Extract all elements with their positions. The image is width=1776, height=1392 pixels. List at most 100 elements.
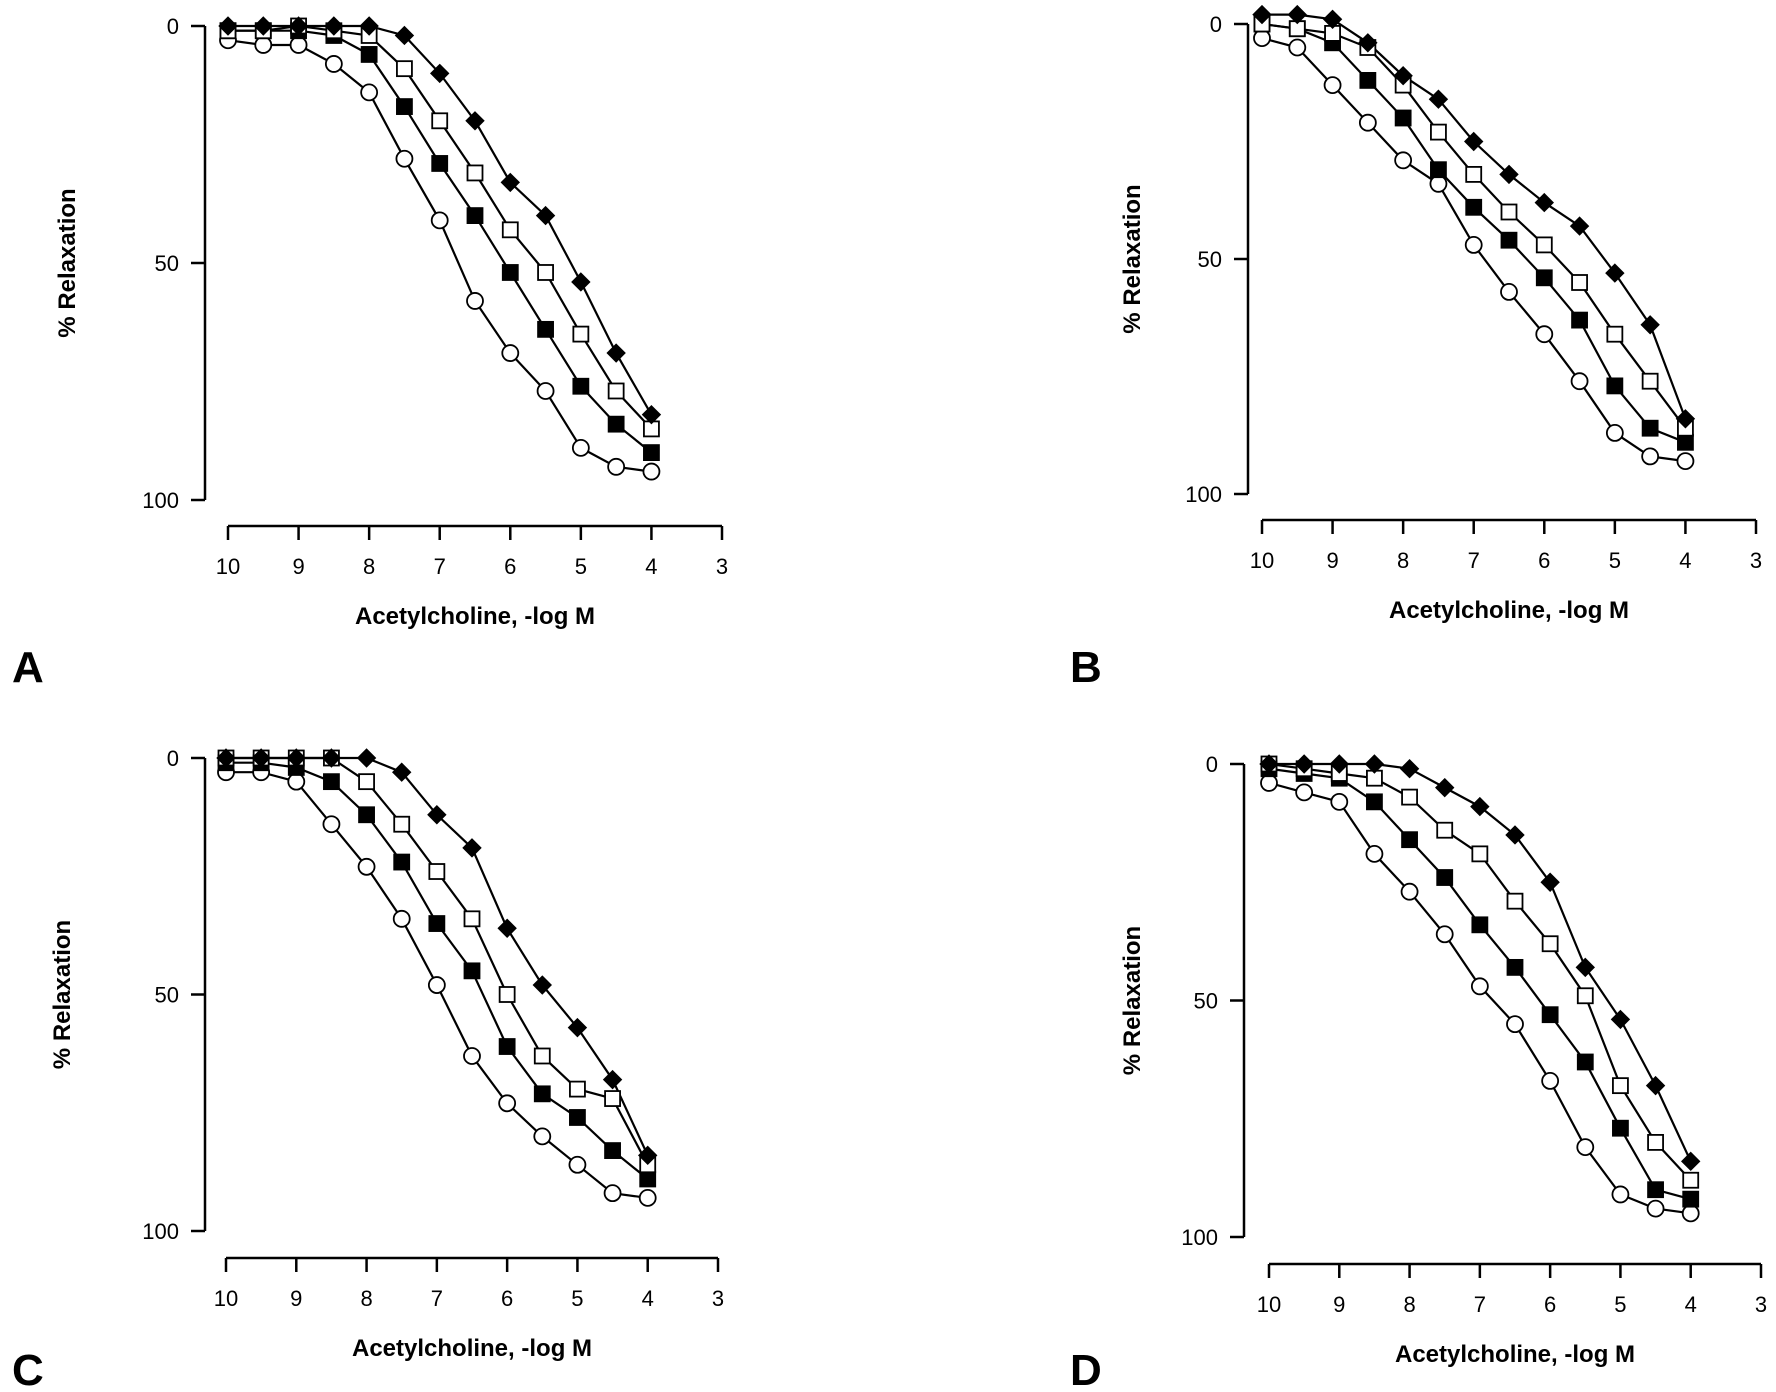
data-point-open-square <box>1576 987 1594 1005</box>
x-tick-label: 4 <box>1685 1292 1697 1317</box>
data-point-open-circle <box>289 36 308 54</box>
data-point-filled-square <box>1576 1053 1594 1071</box>
x-tick-label: 5 <box>575 554 587 579</box>
data-point-open-square <box>396 60 413 78</box>
x-tick-label: 10 <box>214 1286 238 1311</box>
y-tick-label: 50 <box>1194 989 1218 1014</box>
data-point-filled-square <box>569 1109 586 1126</box>
data-point-open-circle <box>1681 1204 1700 1223</box>
data-point-open-square <box>1471 845 1489 863</box>
data-point-filled-diamond <box>1358 33 1378 53</box>
x-tick-label: 8 <box>1397 548 1409 573</box>
data-point-filled-square <box>323 773 340 791</box>
data-point-open-square <box>1641 372 1659 390</box>
data-point-open-square <box>466 164 484 182</box>
x-tick-label: 9 <box>292 554 304 579</box>
data-point-filled-square <box>643 444 660 462</box>
data-point-open-circle <box>642 462 661 481</box>
data-point-open-circle <box>638 1188 657 1207</box>
data-point-open-circle <box>1323 76 1342 94</box>
data-point-filled-diamond <box>324 16 344 36</box>
x-axis-label: Acetylcholine, -log M <box>352 1335 592 1362</box>
chart-panel-c: 0 50 100 % Relaxation 10 9 8 7 6 5 4 3 Acetylcholine… <box>12 746 724 1392</box>
x-tick-label: 3 <box>712 1286 724 1311</box>
chart-panel-d: 0 50 100 % Relaxation 10 9 8 7 6 5 4 3 Acetylcholine… <box>1070 752 1767 1392</box>
data-point-open-square <box>428 863 446 880</box>
data-point-open-circle <box>607 457 626 476</box>
x-tick-label: 8 <box>363 554 375 579</box>
data-point-filled-square <box>1535 269 1553 287</box>
y-tick-label: 50 <box>1198 247 1222 272</box>
x-tick-label: 6 <box>501 1286 513 1311</box>
x-tick-label: 7 <box>1474 1292 1486 1317</box>
y-tick-label: 100 <box>1185 482 1222 507</box>
data-point-open-circle <box>1506 1015 1524 1034</box>
data-point-filled-square <box>1471 916 1489 934</box>
x-tick-label: 8 <box>1403 1292 1415 1317</box>
data-point-open-circle <box>287 772 306 791</box>
panel-letter: A <box>12 643 44 692</box>
x-tick-label: 10 <box>1250 548 1274 573</box>
data-point-filled-diamond <box>1540 872 1560 892</box>
data-point-filled-diamond <box>1399 759 1420 779</box>
x-tick-label: 6 <box>1544 1292 1556 1317</box>
data-point-filled-diamond <box>321 748 342 768</box>
data-point-filled-diamond <box>1499 164 1519 185</box>
y-tick-label: 0 <box>167 746 179 771</box>
chart-panel-a: 0 50 100 % Relaxation 10 9 8 7 6 5 4 3 Acetylcholine… <box>12 14 728 692</box>
data-point-filled-square <box>1436 869 1454 886</box>
y-tick-label: 0 <box>1210 12 1222 37</box>
data-point-filled-square <box>533 1085 551 1103</box>
data-point-filled-square <box>1647 1181 1664 1199</box>
y-tick-label: 100 <box>1181 1225 1218 1250</box>
data-point-filled-square <box>1500 231 1518 249</box>
series-line-open-circle <box>227 39 652 473</box>
data-point-open-square <box>1430 123 1447 141</box>
data-point-open-square <box>1612 1077 1629 1095</box>
x-tick-label: 10 <box>216 554 240 579</box>
data-point-open-circle <box>360 83 379 102</box>
data-point-filled-diamond <box>1681 1151 1701 1172</box>
x-tick-label: 5 <box>1614 1292 1626 1317</box>
data-point-open-circle <box>498 1094 517 1113</box>
data-point-filled-diamond <box>1605 263 1625 283</box>
data-point-filled-diamond <box>571 272 591 292</box>
data-point-open-circle <box>1330 792 1349 811</box>
x-tick-label: 4 <box>642 1286 654 1311</box>
data-point-filled-square <box>1682 1190 1700 1208</box>
data-point-open-square <box>1571 274 1588 291</box>
data-point-filled-square <box>607 415 625 433</box>
data-point-filled-square <box>1430 161 1447 179</box>
data-point-filled-diamond <box>1675 409 1696 429</box>
data-point-filled-diamond <box>1435 777 1455 798</box>
data-point-open-square <box>569 1080 586 1098</box>
data-point-filled-square <box>1641 419 1659 437</box>
data-point-open-circle <box>536 382 555 400</box>
data-point-filled-square <box>466 207 484 225</box>
data-point-open-circle <box>1611 1185 1630 1204</box>
data-point-open-square <box>604 1090 621 1107</box>
x-tick-label: 6 <box>1538 548 1550 573</box>
x-tick-label: 7 <box>1468 548 1480 573</box>
data-point-open-circle <box>1464 235 1483 254</box>
x-tick-label: 3 <box>1755 1292 1767 1317</box>
data-point-filled-diamond <box>1610 1009 1631 1030</box>
data-point-filled-diamond <box>253 16 273 36</box>
data-point-filled-square <box>572 377 590 395</box>
data-point-filled-diamond <box>394 25 415 46</box>
panel-letter: C <box>12 1346 44 1392</box>
data-point-open-circle <box>1646 1199 1665 1218</box>
data-point-filled-diamond <box>1575 957 1595 978</box>
data-point-filled-diamond <box>641 404 662 425</box>
panel-letter: B <box>1070 643 1102 692</box>
x-axis-label: Acetylcholine, -log M <box>1389 597 1629 624</box>
data-point-filled-diamond <box>1393 65 1413 86</box>
data-point-open-circle <box>1394 151 1413 170</box>
data-point-open-square <box>533 1047 551 1065</box>
data-point-open-circle <box>357 857 376 876</box>
data-point-open-square <box>1647 1134 1664 1151</box>
data-point-filled-diamond <box>465 111 485 131</box>
y-axis-label: % Relaxation <box>1119 926 1146 1075</box>
x-tick-label: 4 <box>645 554 657 579</box>
y-axis-label: % Relaxation <box>49 920 76 1069</box>
